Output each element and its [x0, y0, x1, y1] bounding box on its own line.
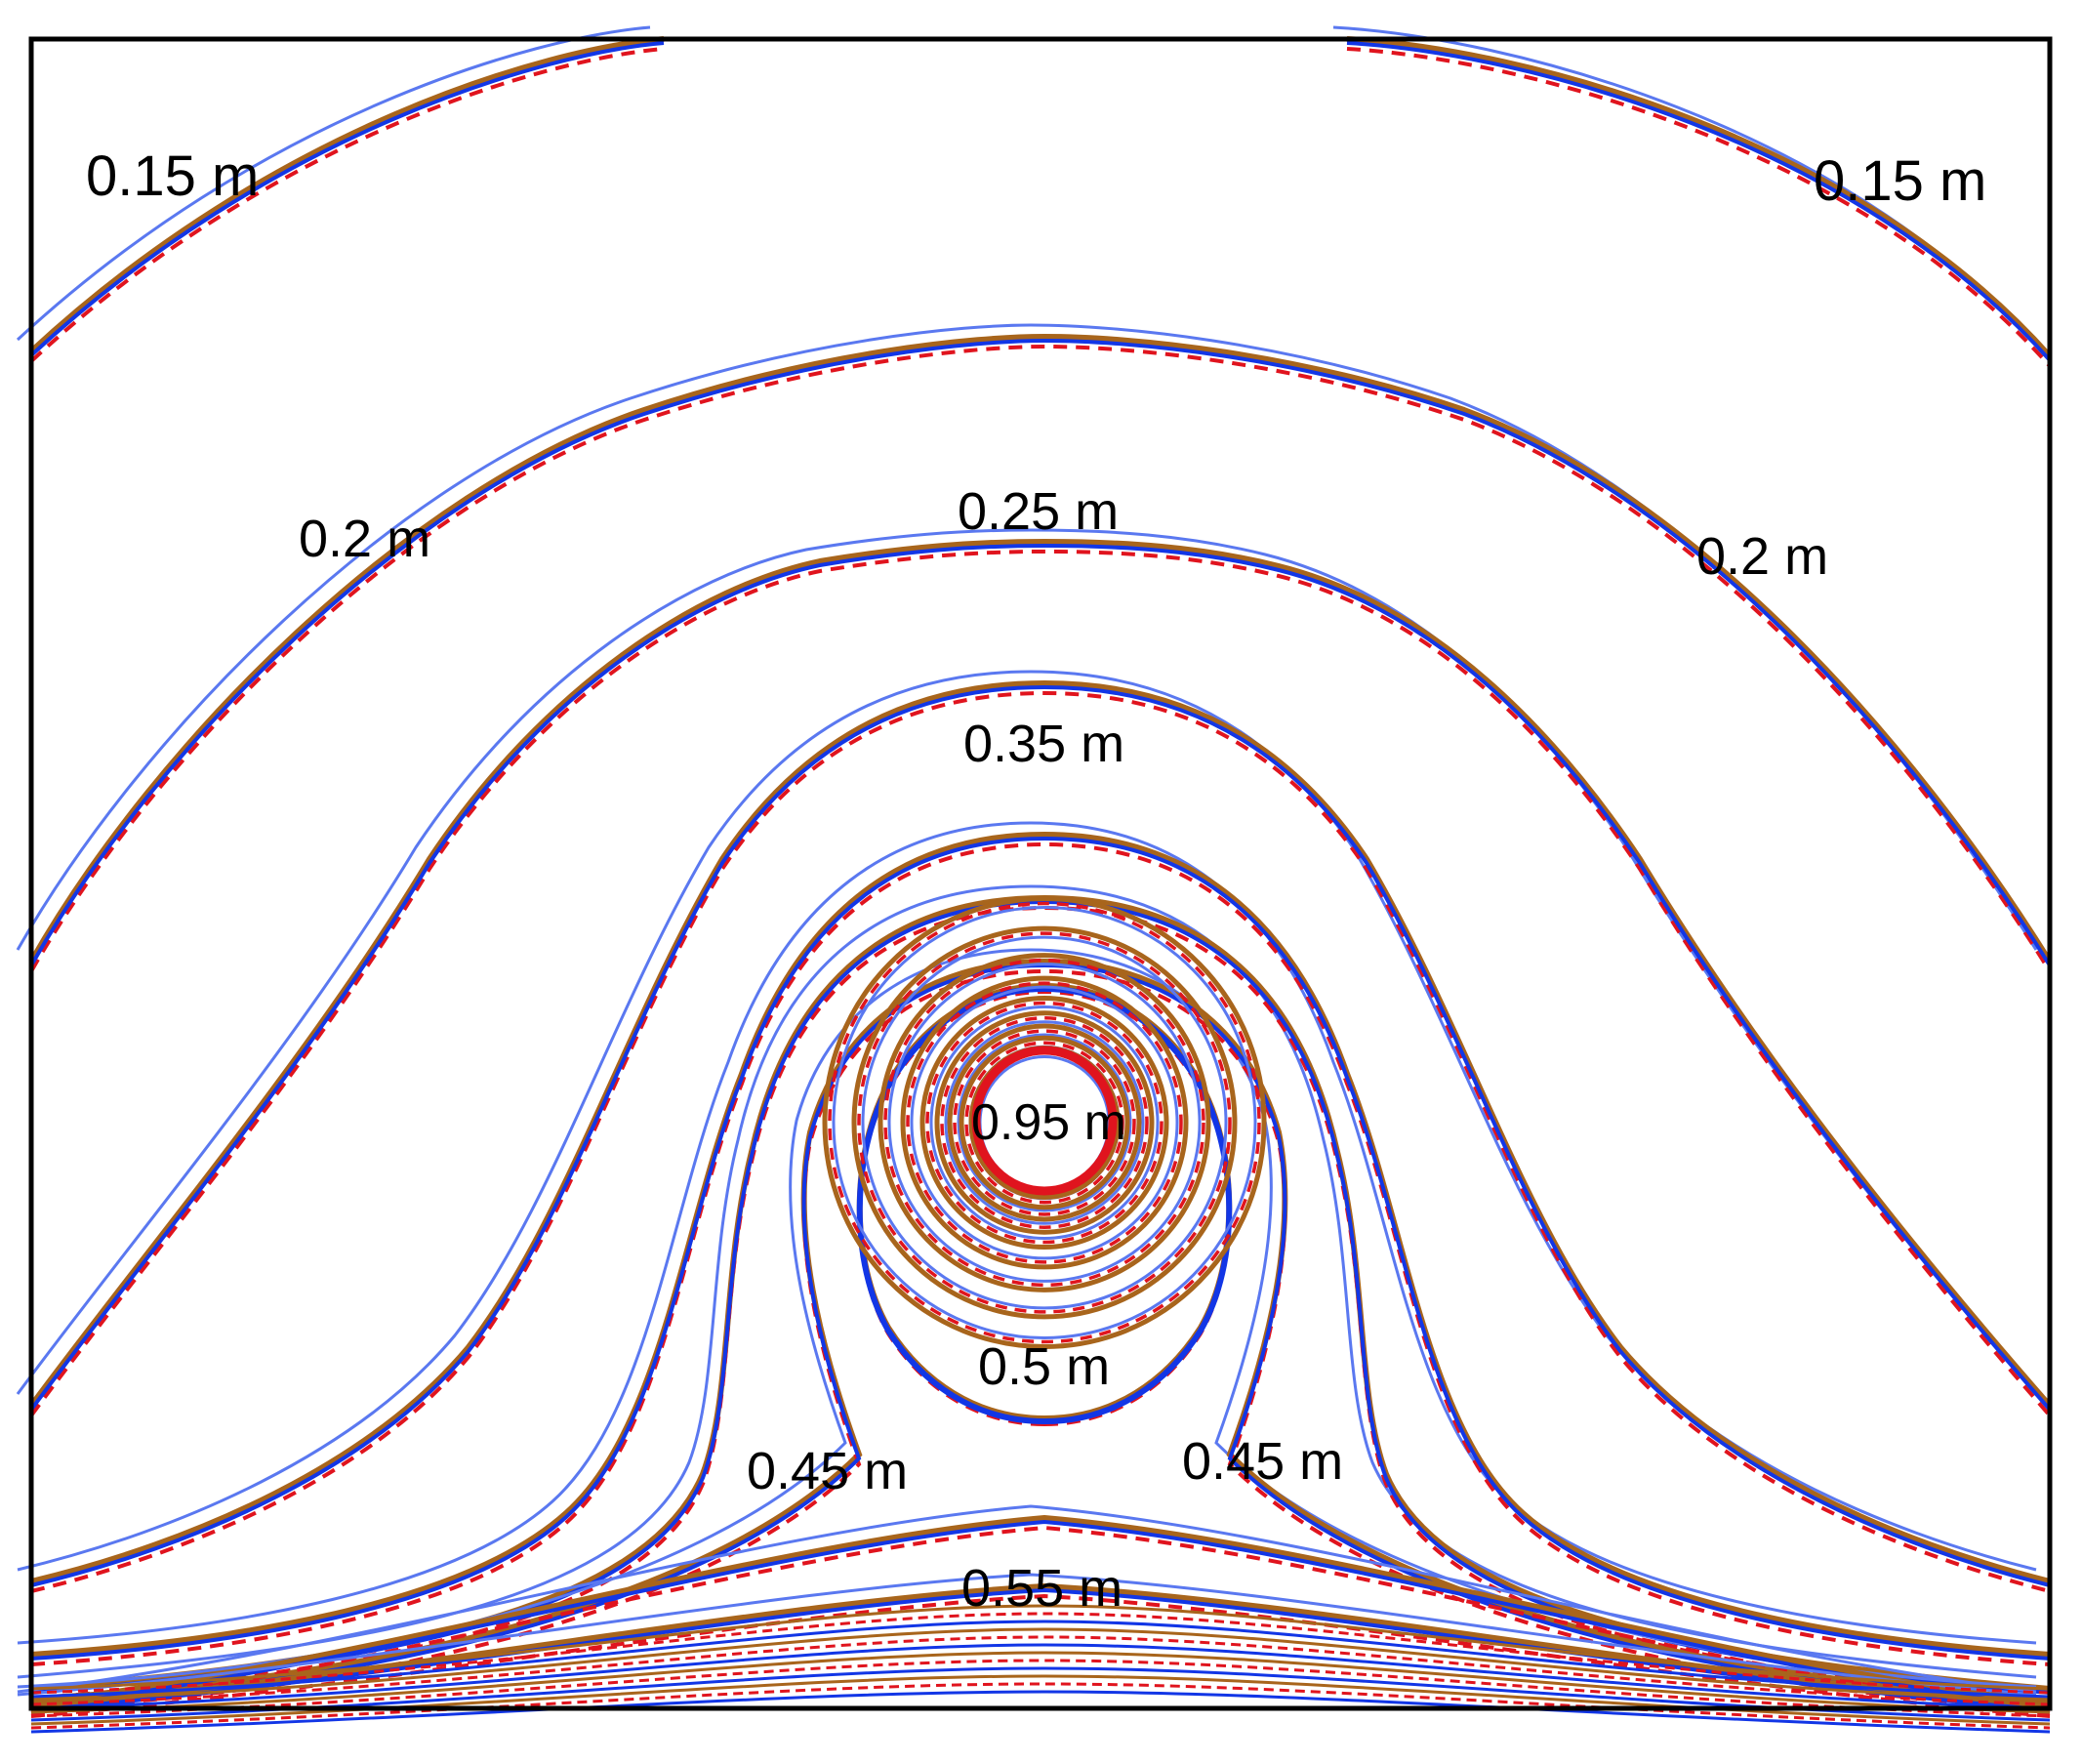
- bottom-band-contour-0: [30, 1604, 2051, 1691]
- contour-05-closed-blue: [856, 985, 1233, 1425]
- peak-ring-5-red-dashed: [940, 1016, 1149, 1229]
- contour-025-brown: [28, 538, 2053, 1408]
- bottom-band-contour-8: [30, 1666, 2051, 1722]
- contour-035-blue: [30, 836, 2051, 1661]
- contour-055-brown: [30, 1514, 2051, 1706]
- bottom-band-contour-6: [30, 1651, 2051, 1714]
- peak-ring-7-red-dashed: [964, 1041, 1124, 1205]
- contour-03-red-dashed: [30, 690, 2051, 1593]
- bottom-band-contour-7: [30, 1659, 2051, 1718]
- peak-ring-2-blue: [887, 963, 1202, 1283]
- peak-ring-2-red-dashed: [883, 958, 1205, 1288]
- contour-02-red-dashed: [29, 344, 2052, 973]
- label-02-right: 0.2 m: [1696, 527, 1828, 586]
- bottom-band-contour-5: [30, 1643, 2051, 1710]
- contour-lines: [16, 25, 2053, 1734]
- peak-ring-0-blue: [832, 906, 1257, 1339]
- peak-ring-1-brown: [851, 925, 1238, 1320]
- bottom-band-contour-2: [30, 1620, 2051, 1699]
- contour-06-blue-thin: [17, 1573, 2037, 1697]
- peak-ring-7-brown: [959, 1035, 1130, 1210]
- label-05: 0.5 m: [978, 1337, 1110, 1396]
- peak-ring-1-blue: [861, 935, 1228, 1310]
- bottom-band-contour-1: [30, 1612, 2051, 1695]
- contour-04-red-dashed: [30, 905, 2051, 1701]
- peak-ring-6-blue: [957, 1033, 1132, 1212]
- contour-02-blue: [29, 338, 2052, 967]
- label-095: 0.95 m: [971, 1094, 1126, 1151]
- peak-ring-6-red-dashed: [953, 1029, 1136, 1216]
- contour-015-brown: [28, 36, 2053, 358]
- peak-ring-4-red-dashed: [925, 1001, 1163, 1245]
- bottom-band-contour-9: [30, 1674, 2051, 1726]
- peak-ring-3-blue: [910, 985, 1179, 1260]
- peak-ring-2-brown: [878, 953, 1211, 1292]
- contour-025-blue: [29, 543, 2052, 1412]
- label-015-left: 0.15 m: [86, 144, 259, 208]
- contour-045-brown: [30, 958, 2051, 1702]
- plot-frame: [28, 36, 2053, 1711]
- contour-055-blue-thin: [17, 1504, 2037, 1694]
- peak-ring-095-red: [971, 1046, 1118, 1196]
- contour-03-blue: [30, 684, 2051, 1587]
- bottom-band-contour-3: [30, 1627, 2051, 1702]
- label-045-right: 0.45 m: [1182, 1432, 1343, 1491]
- bottom-band-contour-11: [30, 1690, 2051, 1734]
- peak-ring-0-red-dashed: [828, 901, 1261, 1344]
- peak-ring-4-blue: [929, 1005, 1160, 1240]
- contour-045-blue-thin: [17, 948, 2037, 1689]
- contour-025-red-dashed: [29, 549, 2052, 1417]
- label-035: 0.35 m: [963, 715, 1124, 773]
- label-045-left: 0.45 m: [747, 1442, 908, 1500]
- peak-ring-6-brown: [947, 1023, 1142, 1222]
- peak-ring-5-blue: [944, 1020, 1145, 1225]
- label-02-left: 0.2 m: [299, 510, 430, 568]
- peak-ring-3-red-dashed: [906, 981, 1183, 1264]
- peak-ring-4-brown: [919, 996, 1169, 1250]
- peak-ring-3-brown: [900, 975, 1189, 1270]
- bottom-band-contour-4: [30, 1635, 2051, 1706]
- peak-ring-0-brown: [822, 896, 1267, 1349]
- contour-labels: 0.15 m 0.15 m 0.2 m 0.2 m 0.25 m 0.35 m …: [86, 144, 1986, 1618]
- contour-055-blue: [30, 1519, 2051, 1709]
- contour-025-blue-thin: [16, 528, 2038, 1395]
- peak-ring-5-brown: [934, 1010, 1155, 1235]
- peak-ring-1-red-dashed: [857, 931, 1232, 1314]
- label-025: 0.25 m: [958, 482, 1119, 541]
- contour-035-red-dashed: [30, 841, 2051, 1666]
- label-015-right: 0.15 m: [1814, 149, 1986, 213]
- contour-035-brown: [30, 831, 2051, 1658]
- contour-03-brown: [30, 679, 2051, 1584]
- label-055: 0.55 m: [961, 1559, 1123, 1618]
- contour-02-brown: [28, 333, 2053, 964]
- contour-015-red-dashed: [29, 47, 2052, 368]
- contour-015-blue: [29, 41, 2052, 362]
